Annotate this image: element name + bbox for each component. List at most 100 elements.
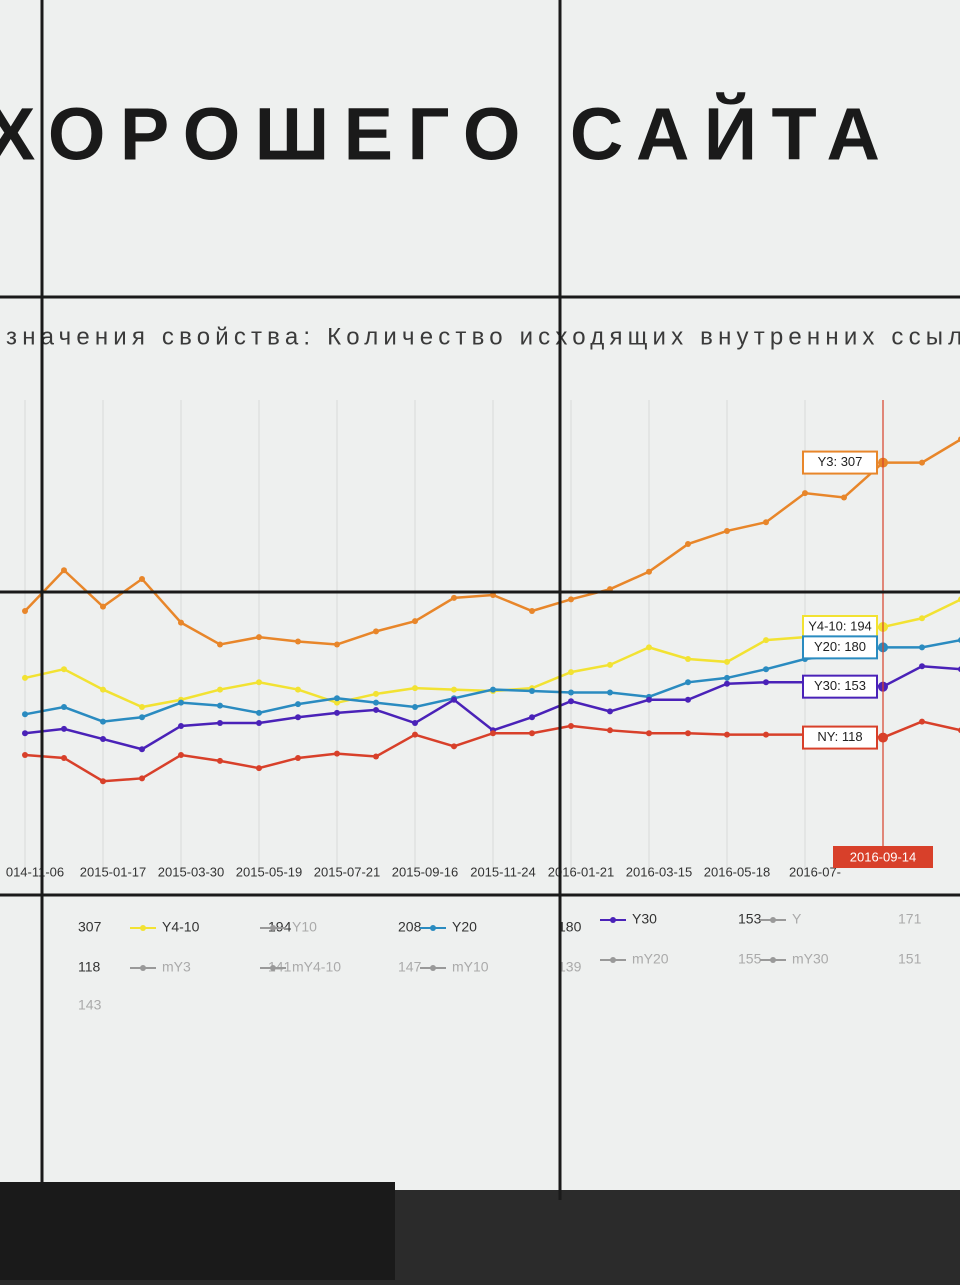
point: [217, 757, 223, 764]
point: [100, 736, 106, 743]
point: [529, 688, 535, 695]
point: [295, 754, 301, 761]
point: [685, 696, 691, 703]
point: [685, 679, 691, 686]
point: [490, 686, 496, 693]
bezels: [0, 0, 960, 1200]
point: [724, 674, 730, 681]
crosshair-label-box: [833, 846, 933, 868]
point: [724, 731, 730, 738]
point: [919, 644, 925, 651]
point: [256, 709, 262, 716]
point: [724, 658, 730, 665]
point: [412, 720, 418, 727]
legend-dot: [770, 957, 776, 963]
point: [295, 638, 301, 645]
legend-value: 143: [78, 997, 102, 1013]
x-tick-label: 2015-05-19: [236, 864, 303, 879]
legend-name: Y20: [452, 919, 477, 935]
point: [334, 750, 340, 757]
point: [568, 669, 574, 676]
x-tick-label: 2016-07-: [789, 864, 841, 879]
point: [256, 634, 262, 641]
point: [61, 704, 67, 711]
point: [763, 519, 769, 526]
point: [178, 699, 184, 706]
point: [646, 568, 652, 575]
point: [334, 709, 340, 716]
point: [217, 702, 223, 709]
point: [178, 752, 184, 759]
tooltip: Y4-10: 194: [808, 618, 872, 633]
point: [373, 690, 379, 697]
point: [61, 725, 67, 732]
point: [373, 628, 379, 635]
legend-name: mY3: [162, 959, 191, 975]
point: [100, 603, 106, 610]
x-tick-label: 2015-09-16: [392, 864, 459, 879]
point: [100, 686, 106, 693]
point: [373, 706, 379, 713]
point: [217, 641, 223, 648]
point: [607, 661, 613, 668]
point: [373, 753, 379, 760]
point: [802, 490, 808, 497]
x-tick-label: 2016-03-15: [626, 864, 693, 879]
tooltip-box: [802, 725, 878, 750]
point: [100, 718, 106, 725]
tooltip-box: [802, 450, 878, 475]
point: [685, 541, 691, 548]
point: [568, 689, 574, 696]
legend-dot: [430, 965, 436, 971]
point: [919, 718, 925, 725]
point: [919, 615, 925, 622]
legend-value: 155: [738, 951, 762, 967]
tooltip: NY: 118: [817, 729, 862, 744]
point: [919, 663, 925, 670]
point: [529, 714, 535, 721]
legend-dot: [140, 925, 146, 931]
point: [22, 674, 28, 681]
slide-title: ХОРОШЕГО САЙТА: [0, 92, 886, 176]
point: [178, 619, 184, 626]
x-tick-label: 2015-07-21: [314, 864, 381, 879]
legend-dot: [270, 925, 276, 931]
x-tick-label: 014-11-06: [6, 864, 64, 879]
point: [490, 730, 496, 737]
legend-value: 147: [398, 959, 422, 975]
point: [685, 730, 691, 737]
point: [568, 722, 574, 729]
point: [22, 730, 28, 737]
legend-value: 171: [898, 911, 922, 927]
legend-name: mY20: [632, 951, 669, 967]
point: [763, 666, 769, 673]
point: [295, 714, 301, 721]
crosshair-label: 2016-09-14: [850, 849, 917, 864]
legend-dot: [140, 965, 146, 971]
tooltip: Y20: 180: [814, 639, 866, 654]
legend-name: mY10: [452, 959, 489, 975]
point: [685, 656, 691, 663]
x-tick-label: 2016-01-21: [548, 864, 615, 879]
point: [646, 696, 652, 703]
point: [763, 679, 769, 686]
x-tick-label: 2015-11-24: [470, 864, 536, 879]
legend-name: mY30: [792, 951, 829, 967]
chart-subtitle: значения свойства: Количество исходящих …: [6, 323, 960, 350]
point: [22, 607, 28, 614]
legend-name: Y: [792, 911, 802, 927]
legend-dot: [430, 925, 436, 931]
point: [139, 746, 145, 753]
point: [763, 731, 769, 738]
point: [295, 701, 301, 708]
legend-value: 153: [738, 911, 762, 927]
tooltip: Y30: 153: [814, 678, 866, 693]
legend-name: Y10: [292, 919, 317, 935]
point: [139, 714, 145, 721]
legend-dot: [270, 965, 276, 971]
point: [412, 731, 418, 738]
point: [568, 698, 574, 705]
legend-dot: [770, 917, 776, 923]
